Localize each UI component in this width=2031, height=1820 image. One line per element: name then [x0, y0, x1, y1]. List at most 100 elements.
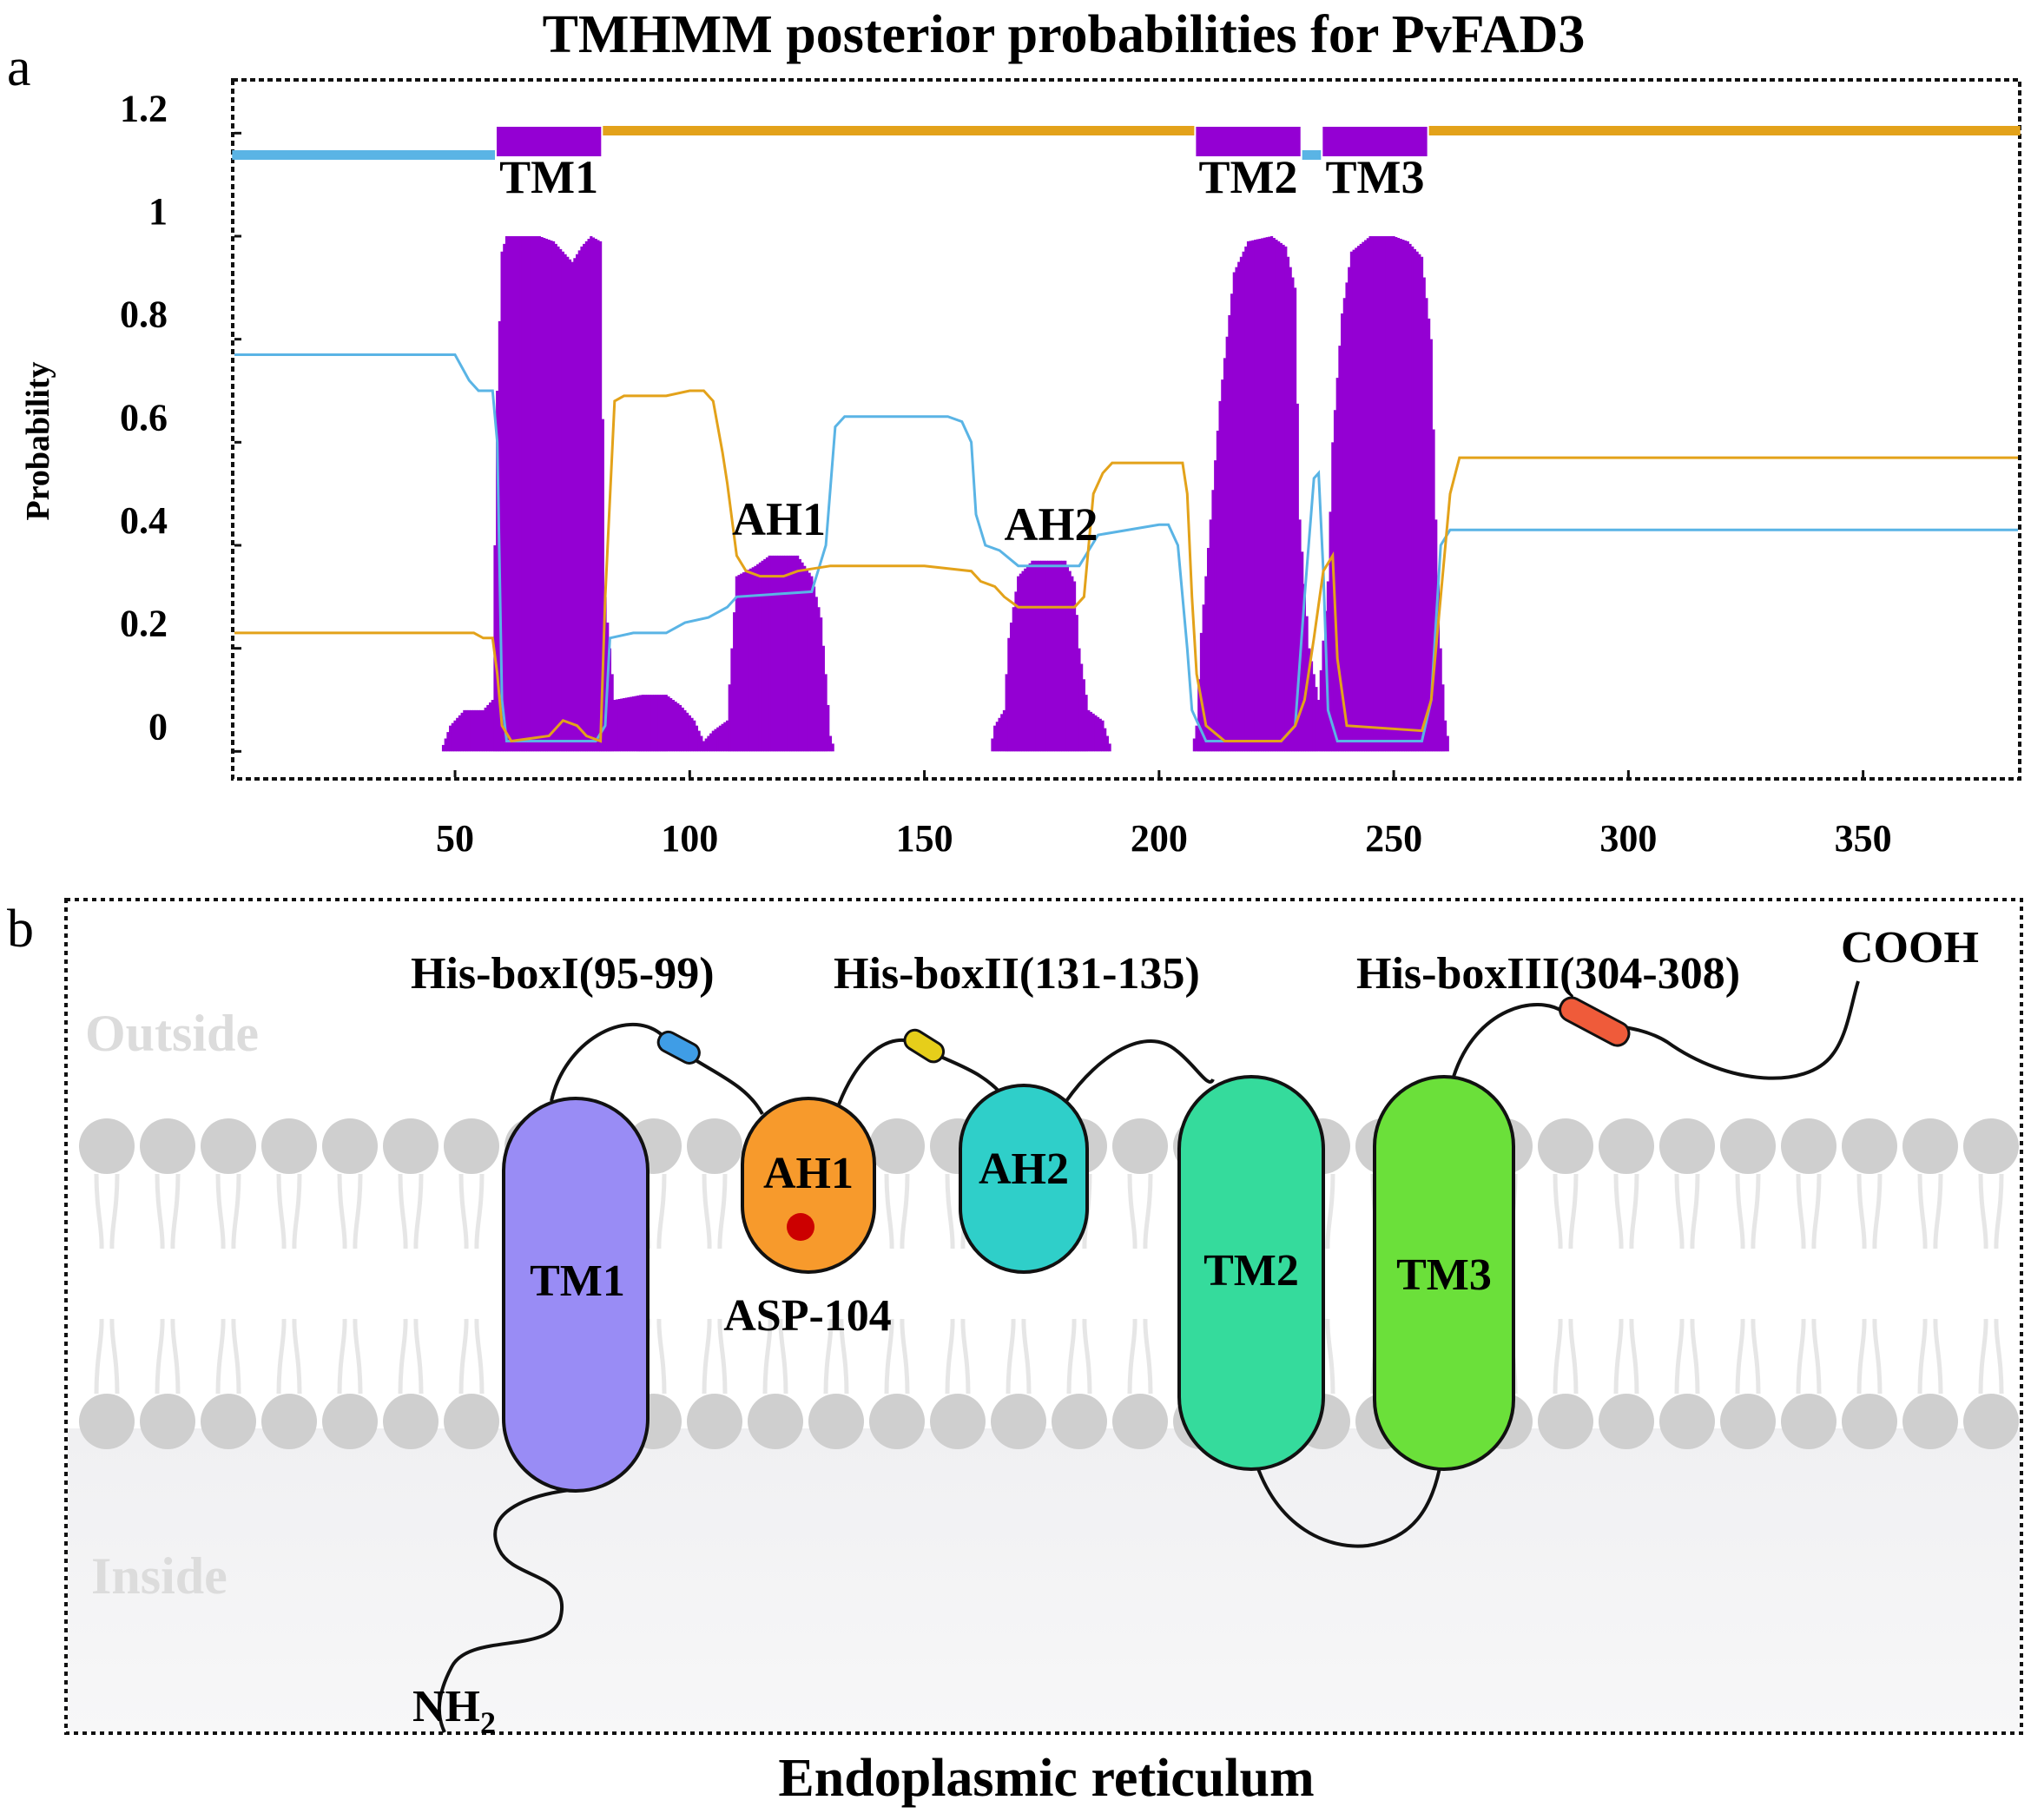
diagram-caption: Endoplasmic reticulum	[778, 1749, 1314, 1808]
chain-loop-tm2-tm3	[1253, 1458, 1443, 1548]
his-box-3-marker	[1559, 996, 1631, 1047]
helix-tm3	[1373, 1075, 1515, 1471]
plot-area	[234, 236, 2018, 752]
n-terminus-text: NH	[412, 1682, 480, 1731]
y-tick-label: 0.8	[120, 293, 168, 336]
topology-tm-segment	[496, 127, 602, 156]
lipid-tail	[215, 1173, 241, 1250]
lipid-head	[322, 1394, 378, 1449]
lipid-head	[687, 1118, 742, 1174]
lipid-head	[140, 1118, 195, 1174]
inside-label: Inside	[91, 1547, 227, 1605]
lipid-tail	[1553, 1173, 1579, 1250]
helix-tm1-label: TM1	[530, 1256, 625, 1306]
lipid-tail	[1978, 1173, 2004, 1250]
lipid-tail	[94, 1173, 120, 1250]
chart-title: TMHMM posterior probabilities for PvFAD3	[543, 5, 1586, 64]
lipid-head	[1538, 1118, 1593, 1174]
lipid-head	[1963, 1118, 2019, 1174]
lipid-head	[1538, 1394, 1593, 1449]
helix-ah1	[741, 1097, 876, 1274]
lipid-tail	[1066, 1318, 1092, 1395]
his-box-2-label: His-boxII(131-135)	[834, 949, 1200, 999]
lipid-head	[383, 1118, 439, 1174]
lipid-head	[140, 1394, 195, 1449]
lipid-tail	[1006, 1318, 1032, 1395]
topology-tm-segment	[1322, 127, 1428, 156]
x-tick-label: 200	[1131, 817, 1188, 860]
topology-tm-segment	[1196, 127, 1301, 156]
y-axis-ticks: 0 0.2 0.4 0.6 0.8 1 1.2	[120, 87, 241, 753]
asp-104-site	[787, 1213, 814, 1241]
lipid-tail	[337, 1318, 363, 1395]
plot-frame	[231, 78, 2021, 781]
chart-annotations: AH1 AH2	[732, 493, 1098, 551]
topology-inside-segment	[1302, 150, 1322, 160]
lipid-tail	[702, 1173, 728, 1250]
lipid-tail	[1127, 1173, 1153, 1250]
lipid-tail	[1613, 1318, 1639, 1395]
lipid-tail	[1917, 1318, 1943, 1395]
lipid-head	[444, 1394, 499, 1449]
y-tick-label: 0	[148, 705, 168, 748]
lipid-head	[1112, 1118, 1168, 1174]
lipid-head	[322, 1118, 378, 1174]
chain-loop-ah2-tm2	[1065, 1039, 1215, 1103]
topology-tm-label: TM1	[499, 151, 598, 203]
panel-a-label: a	[7, 38, 31, 97]
lipid-tail	[1856, 1173, 1883, 1250]
lipid-tail	[276, 1318, 302, 1395]
lipid-tail	[1674, 1318, 1700, 1395]
lipid-head	[1781, 1118, 1836, 1174]
lipid-head	[1963, 1394, 2019, 1449]
lipid-head	[383, 1394, 439, 1449]
lipid-head	[869, 1394, 925, 1449]
lipid-tail	[458, 1173, 485, 1250]
x-tick-label: 250	[1365, 817, 1422, 860]
lipid-head	[1112, 1394, 1168, 1449]
helix-tm2-label: TM2	[1203, 1246, 1299, 1296]
lipid-tail	[1735, 1173, 1761, 1250]
lipid-tail	[1735, 1318, 1761, 1395]
lipid-tail	[1917, 1173, 1943, 1250]
lipid-tail	[1856, 1318, 1883, 1395]
lipid-tail	[94, 1318, 120, 1395]
lipid-head	[748, 1394, 803, 1449]
lipid-head	[1599, 1394, 1654, 1449]
lipid-head	[1052, 1394, 1107, 1449]
lipid-tail	[1613, 1173, 1639, 1250]
x-tick-label: 150	[896, 817, 953, 860]
his-box-3-label: His-boxIII(304-308)	[1356, 949, 1740, 999]
his-box-1-marker	[656, 1030, 701, 1065]
asp-104-label: ASP-104	[723, 1291, 892, 1341]
lipid-head	[687, 1394, 742, 1449]
his-box-2-marker	[903, 1028, 946, 1064]
lipid-head	[991, 1394, 1046, 1449]
lipid-head	[1659, 1394, 1715, 1449]
lipid-tail	[1796, 1173, 1822, 1250]
lipid-tail	[702, 1318, 728, 1395]
topology-tm-label: TM2	[1199, 151, 1298, 203]
lipid-head	[201, 1394, 256, 1449]
c-terminus-label: COOH	[1841, 923, 1979, 973]
n-terminus-subscript: 2	[480, 1705, 496, 1740]
y-tick-label: 0.4	[120, 499, 168, 542]
helix-ah2	[959, 1084, 1089, 1274]
x-tick-label: 100	[661, 817, 718, 860]
lipid-head	[201, 1118, 256, 1174]
lipid-tail	[1553, 1318, 1579, 1395]
x-tick-label: 300	[1599, 817, 1657, 860]
lipid-tail	[823, 1318, 849, 1395]
helix-ah1-label: AH1	[763, 1149, 854, 1198]
inside-prob-line	[234, 353, 2018, 742]
topology-track: TM1 TM2 TM3	[232, 126, 2021, 203]
lipid-head	[1599, 1118, 1654, 1174]
his-box-1-label: His-boxI(95-99)	[411, 949, 715, 999]
y-tick-label: 1	[148, 190, 168, 233]
lipid-head	[79, 1394, 135, 1449]
lipid-head	[79, 1118, 135, 1174]
lipid-tail	[337, 1173, 363, 1250]
x-tick-label: 350	[1835, 817, 1892, 860]
diagram-frame	[64, 898, 2023, 1735]
